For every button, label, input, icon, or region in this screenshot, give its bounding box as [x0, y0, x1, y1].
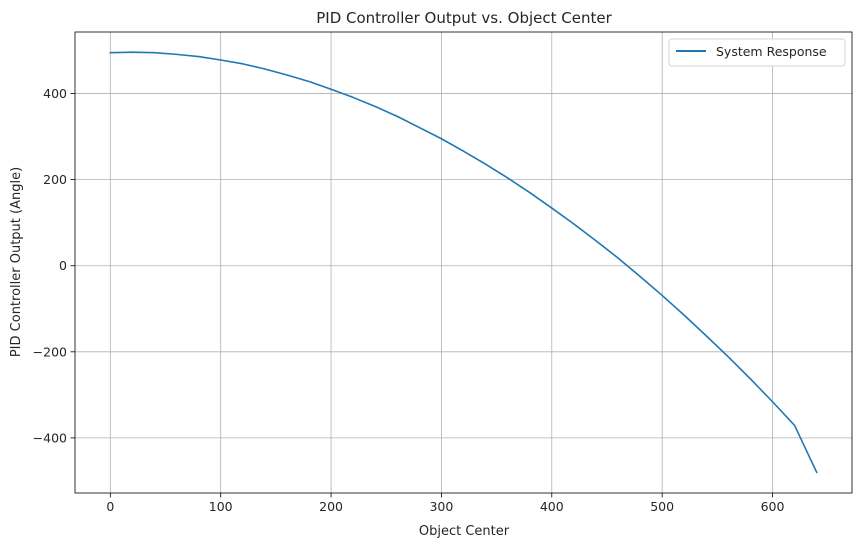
x-tick-label: 200	[319, 499, 343, 514]
x-axis-label: Object Center	[419, 524, 510, 539]
series-line-system-response	[109, 51, 818, 474]
plot-area-frame	[74, 31, 853, 494]
legend-label-system-response: System Response	[716, 44, 827, 59]
x-tick-label: 500	[650, 499, 674, 514]
x-axis-ticks: 0 100 200 300 400 500 600	[106, 493, 785, 514]
x-tick-label: 400	[540, 499, 564, 514]
legend: System Response	[668, 38, 846, 67]
x-tick-label: 300	[429, 499, 453, 514]
y-axis-label: PID Controller Output (Angle)	[9, 167, 24, 357]
y-tick-label: −400	[33, 430, 67, 445]
y-tick-label: 0	[59, 258, 67, 273]
x-tick-label: 600	[761, 499, 785, 514]
y-axis-ticks: −400 −200 0 200 400	[33, 86, 75, 445]
x-tick-label: 0	[106, 499, 114, 514]
legend-frame	[668, 38, 846, 67]
grid-lines	[75, 32, 852, 493]
y-tick-label: 400	[43, 86, 67, 101]
y-tick-label: 200	[43, 172, 67, 187]
x-tick-label: 100	[209, 499, 233, 514]
chart-title: PID Controller Output vs. Object Center	[316, 9, 612, 27]
y-tick-label: −200	[33, 344, 67, 359]
series-layer	[109, 51, 818, 474]
